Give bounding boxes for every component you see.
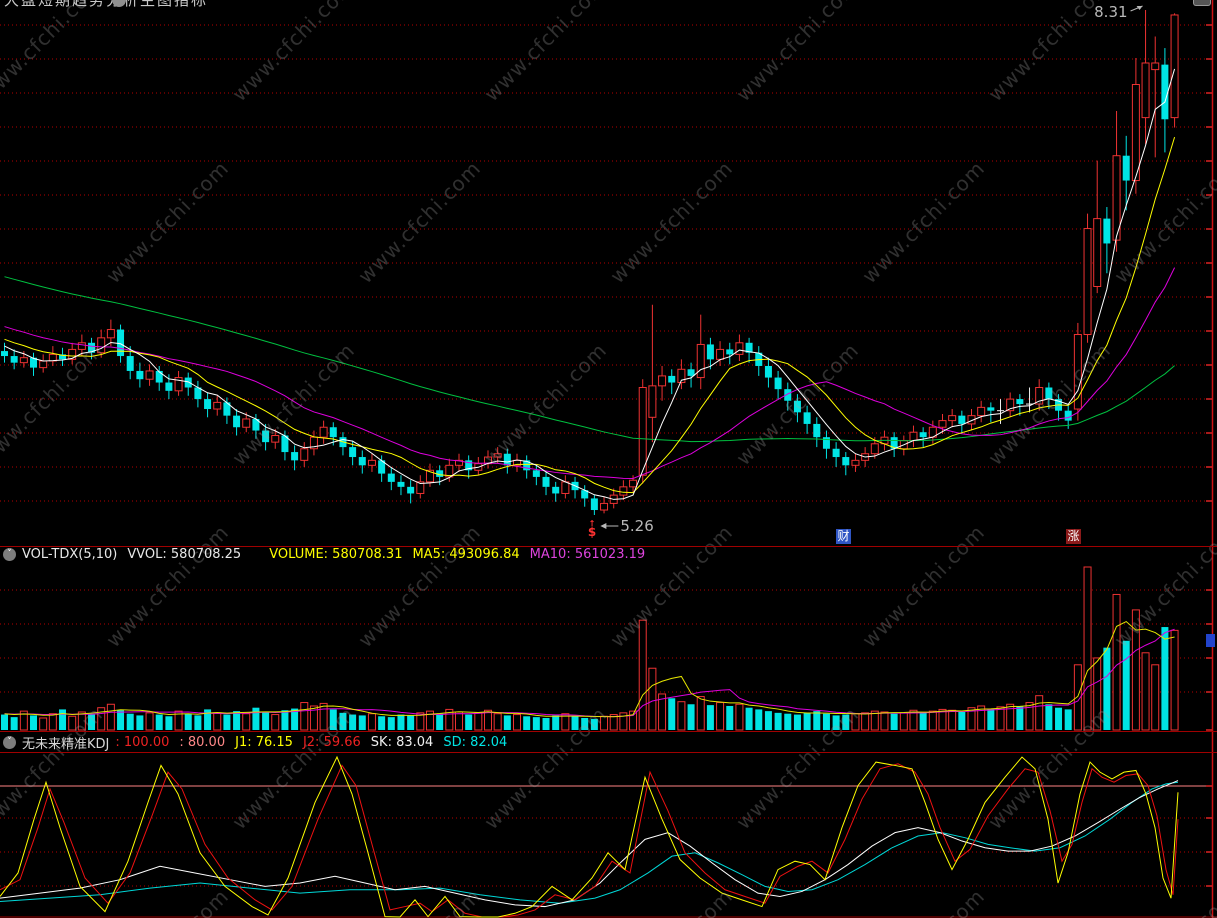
vol-indicator-title[interactable]: VOL-TDX(5,10) <box>22 547 118 562</box>
kdj-indicator-bar: ˅ 无未来精准KDJ : 100.00 : 80.00 J1: 76.15 J2… <box>0 731 1217 753</box>
annotations: 8.31 5.26 <box>600 3 1143 535</box>
window-title-clipped: 大盘短期趋势分析主图指标 <box>0 0 1217 9</box>
price-ma-lines <box>4 68 1176 500</box>
axis-blue-marker[interactable] <box>1206 634 1215 647</box>
volume-value: VOLUME: 580708.31 <box>269 547 403 562</box>
dollar-signal-label: $ <box>587 525 597 539</box>
volume-ma5-line <box>4 620 1175 718</box>
vvol-value: VVOL: 580708.25 <box>127 547 242 562</box>
kdj-line-sd <box>0 781 1179 904</box>
kdj-j1-value: J1: 76.15 <box>235 734 293 750</box>
volume-bars <box>1 566 1179 731</box>
kdj-line-j2 <box>0 763 1179 918</box>
buy-signal-marker: ↑ $ <box>585 519 599 539</box>
low-price-annotation: 5.26 <box>620 517 653 535</box>
gridlines <box>0 24 1217 918</box>
kdj-level-80: : 80.00 <box>179 734 226 750</box>
kdj-indicator-title[interactable]: 无未来精准KDJ <box>22 736 110 752</box>
collapse-chevron-icon[interactable]: ˅ <box>3 548 16 561</box>
window-control-fragment[interactable] <box>1193 0 1211 6</box>
vol-ma5-value: MA5: 493096.84 <box>412 547 520 562</box>
price-ma60-line <box>4 276 1175 443</box>
volume-ma10-line <box>4 628 1175 717</box>
price-ma5-line <box>4 68 1176 500</box>
zhang-event-marker: 涨 <box>1066 529 1081 544</box>
kdj-line-sk <box>0 780 1179 908</box>
kdj-sk-value: SK: 83.04 <box>370 734 434 750</box>
cai-event-marker: 财 <box>836 529 851 544</box>
price-ma20-line <box>4 267 1176 479</box>
right-axis <box>1206 0 1214 918</box>
collapse-chevron-icon[interactable]: ˅ <box>3 735 16 749</box>
candlesticks <box>1 10 1179 515</box>
up-arrow-icon: ↑ <box>588 519 596 528</box>
kdj-sd-value: SD: 82.04 <box>443 734 508 750</box>
title-icon-fragment <box>112 0 126 7</box>
kdj-j2-value: J2: 59.66 <box>302 734 361 750</box>
volume-indicator-bar: ˅ VOL-TDX(5,10) VVOL: 580708.25 VOLUME: … <box>0 546 1217 562</box>
page-title: 大盘短期趋势分析主图指标 <box>4 0 209 9</box>
high-price-annotation: 8.31 <box>1094 3 1127 21</box>
vol-ma10-value: MA10: 561023.19 <box>529 547 646 562</box>
volume-ma-lines <box>4 620 1175 718</box>
kdj-level-100: : 100.00 <box>115 734 170 750</box>
kdj-line-j1 <box>0 755 1179 918</box>
price-ma10-line <box>4 137 1176 494</box>
kdj-lines <box>0 755 1179 918</box>
